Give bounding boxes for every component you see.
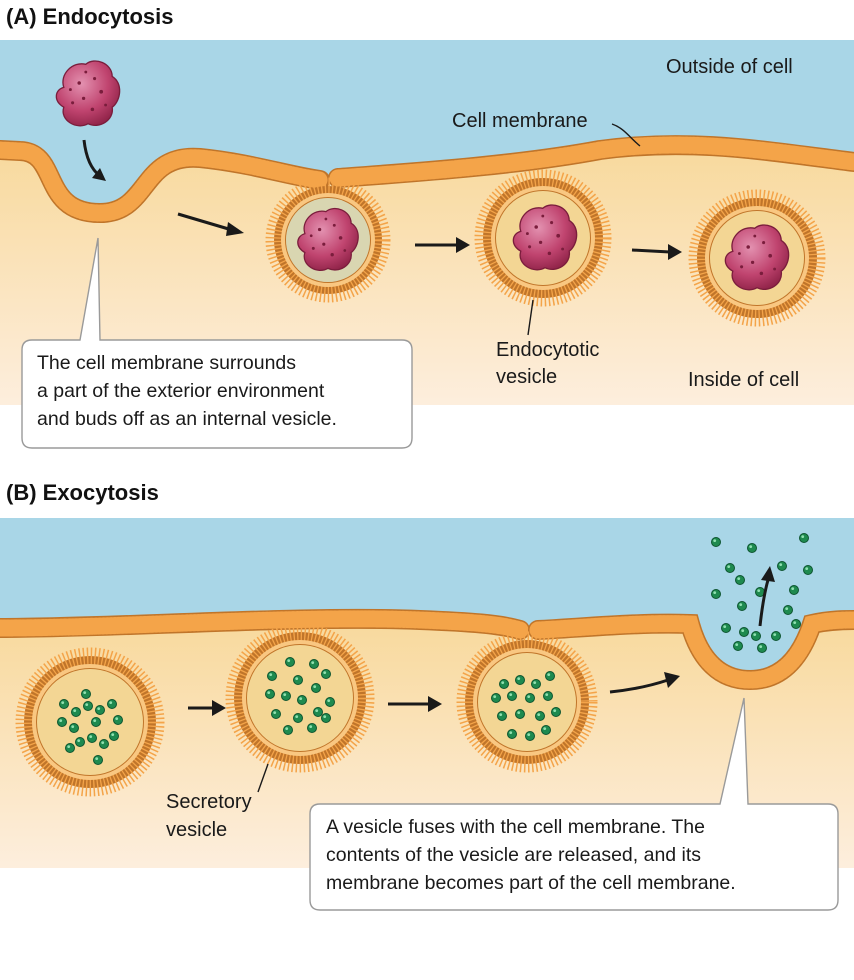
secretory-vesicle-2	[225, 623, 375, 773]
cell-membrane-b	[0, 608, 854, 691]
callout-a-line-1: The cell membrane surrounds	[37, 352, 296, 374]
callout-b-line-2: contents of the vesicle are released, an…	[326, 844, 701, 866]
endocytotic-label-2: vesicle	[496, 366, 557, 388]
panel-a-title: (A) Endocytosis	[6, 4, 173, 29]
secretory-label-2: vesicle	[166, 819, 227, 841]
panel-b-scene: Secretory vesicle A vesicle fuses with t…	[0, 518, 854, 911]
panel-a-scene: Outside of cell Cell membrane Endocytoti…	[0, 40, 854, 449]
forming-vesicle	[265, 177, 391, 303]
endocytotic-label-1: Endocytotic	[496, 339, 599, 361]
cell-membrane-a	[0, 135, 854, 224]
callout-b-line-1: A vesicle fuses with the cell membrane. …	[326, 816, 705, 838]
callout-a-line-3: and buds off as an internal vesicle.	[37, 408, 337, 430]
outside-of-cell-label: Outside of cell	[666, 56, 793, 78]
callout-b: A vesicle fuses with the cell membrane. …	[309, 697, 839, 911]
internal-vesicle	[688, 189, 826, 327]
panel-b-title: (B) Exocytosis	[6, 480, 159, 505]
callout-b-line-3: membrane becomes part of the cell membra…	[326, 872, 736, 894]
secretory-label-1: Secretory	[166, 791, 252, 813]
callout-a: The cell membrane surrounds a part of th…	[21, 237, 413, 449]
fusing-vesicle	[456, 631, 598, 773]
cell-membrane-label: Cell membrane	[452, 110, 588, 132]
secretory-vesicle-1	[15, 647, 165, 797]
inside-of-cell-label: Inside of cell	[688, 369, 799, 391]
endocytotic-vesicle	[474, 169, 612, 307]
callout-a-line-2: a part of the exterior environment	[37, 380, 325, 402]
